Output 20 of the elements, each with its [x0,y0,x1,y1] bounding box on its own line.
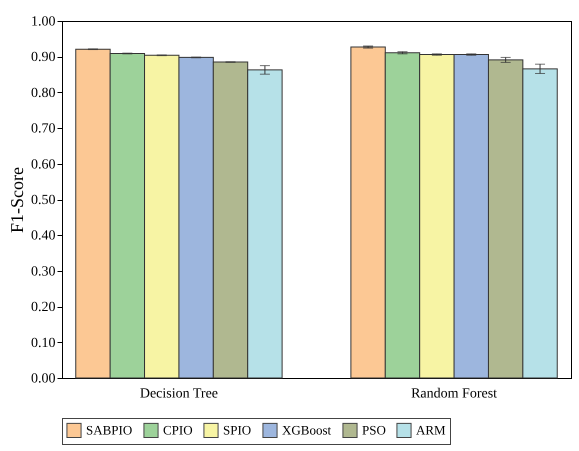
y-tick-label: 0.50 [31,193,56,208]
legend-label: SPIO [223,422,252,438]
legend-label: XGBoost [282,422,332,438]
legend-label: CPIO [163,422,193,438]
y-tick-label: 0.40 [31,228,56,244]
y-axis-title: F1-Score [7,167,27,233]
legend-label: PSO [362,422,386,438]
y-tick-label: 0.30 [31,264,56,280]
y-tick-label: 0.90 [31,50,56,66]
y-tick-label: 0.00 [31,372,56,386]
legend-label: ARM [416,422,446,438]
y-tick-label: 0.20 [31,300,56,316]
y-tick-label: 0.70 [31,122,56,137]
y-tick-label: 0.10 [31,336,56,351]
y-tick-label: 1.00 [31,14,56,30]
y-tick-label: 0.80 [31,86,56,101]
legend-label: SABPIO [86,422,132,438]
x-tick-label: Random Forest [411,386,498,402]
y-tick-label: 0.60 [31,157,56,172]
x-tick-label: Decision Tree [140,386,218,402]
